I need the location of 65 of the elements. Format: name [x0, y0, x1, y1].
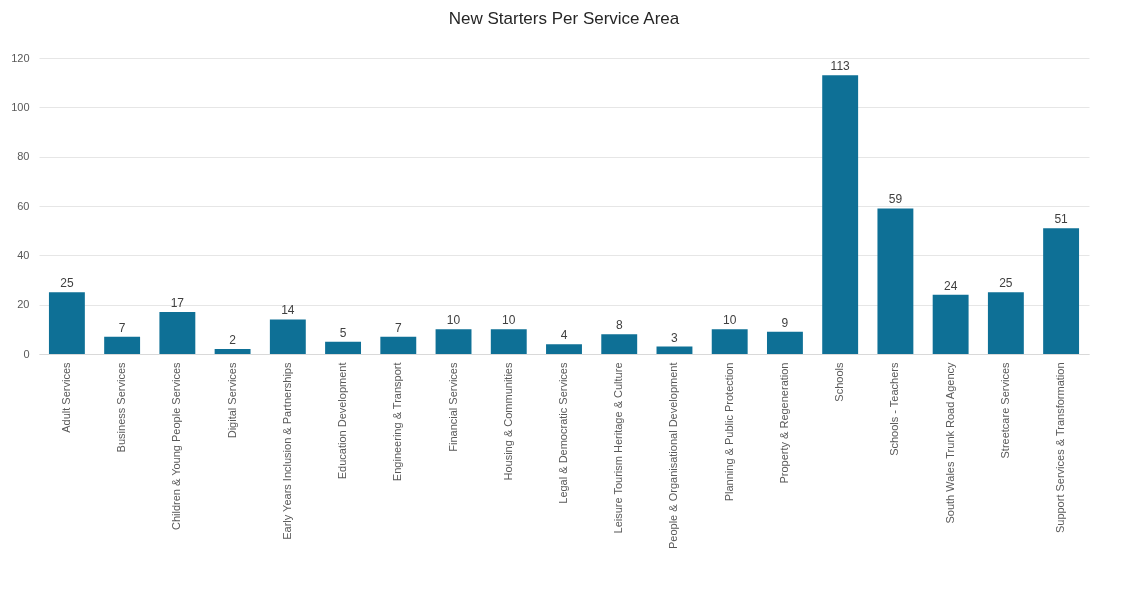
x-tick-label: Engineering & Transport	[391, 362, 404, 482]
data-label: 3	[671, 330, 679, 345]
bar	[822, 75, 859, 354]
data-label: 10	[446, 313, 461, 328]
data-label: 10	[723, 313, 737, 328]
x-tick-label: Streetcare Services	[998, 362, 1011, 459]
x-tick-label: Early Years Inclusion & Partnerships	[280, 362, 293, 540]
bar	[48, 292, 85, 354]
x-tick-label: Business Services	[115, 362, 128, 453]
x-tick-label: Schools - Teachers	[888, 362, 901, 456]
x-tick-label: Adult Services	[59, 362, 72, 433]
bar	[214, 349, 251, 354]
x-tick-label: Leisure Tourism Heritage & Culture	[612, 362, 625, 534]
data-label: 7	[118, 320, 126, 335]
x-tick-label: Digital Services	[225, 362, 238, 439]
bar	[932, 294, 969, 354]
data-label: 25	[999, 276, 1013, 291]
data-label: 10	[502, 313, 516, 328]
data-label: 59	[888, 192, 903, 207]
data-label: 5	[339, 325, 347, 340]
y-tick-label: 40	[17, 248, 30, 261]
y-tick-label: 120	[11, 51, 30, 64]
bar	[435, 329, 472, 354]
data-label: 8	[615, 318, 623, 333]
x-tick-label: Planning & Public Protection	[722, 362, 735, 502]
chart-title: New Starters Per Service Area	[448, 9, 680, 28]
x-tick-label: Children & Young People Services	[170, 362, 183, 531]
y-tick-label: 60	[17, 199, 30, 212]
data-label: 51	[1054, 212, 1069, 227]
x-tick-label: Legal & Democratic Services	[557, 362, 569, 504]
x-tick-label: Financial Services	[446, 362, 459, 452]
y-tick-label: 0	[23, 347, 30, 360]
data-label: 113	[830, 59, 851, 74]
bar	[159, 312, 196, 354]
y-tick-label: 20	[17, 298, 30, 311]
bar	[546, 344, 582, 354]
x-tick-label: Schools	[833, 362, 846, 402]
bar	[711, 329, 748, 354]
bar	[601, 334, 638, 354]
bar	[656, 346, 693, 354]
data-label: 4	[560, 328, 568, 343]
data-label: 2	[229, 333, 237, 348]
data-label: 17	[170, 296, 185, 311]
bar	[1043, 228, 1080, 354]
data-label: 9	[781, 315, 789, 330]
bar	[269, 319, 306, 354]
x-tick-label: Support Services & Transformation	[1054, 362, 1067, 534]
x-tick-label: South Wales Trunk Road Agency	[943, 362, 956, 524]
x-tick-label: Education Development	[336, 362, 349, 480]
data-label: 25	[60, 276, 74, 291]
x-tick-label: People & Organisational Development	[667, 362, 680, 550]
data-label: 14	[281, 303, 295, 318]
data-label: 7	[394, 320, 402, 335]
bar	[325, 341, 362, 354]
bar	[490, 329, 527, 354]
bar	[380, 336, 417, 354]
x-tick-label: Property & Regeneration	[777, 362, 790, 484]
bar	[987, 292, 1024, 354]
y-tick-label: 80	[17, 150, 30, 163]
data-label: 24	[943, 278, 958, 293]
bar	[766, 331, 803, 354]
y-tick-label: 100	[11, 100, 30, 113]
bar	[104, 336, 141, 354]
bar	[877, 208, 914, 354]
x-tick-label: Housing & Communities	[501, 362, 514, 481]
